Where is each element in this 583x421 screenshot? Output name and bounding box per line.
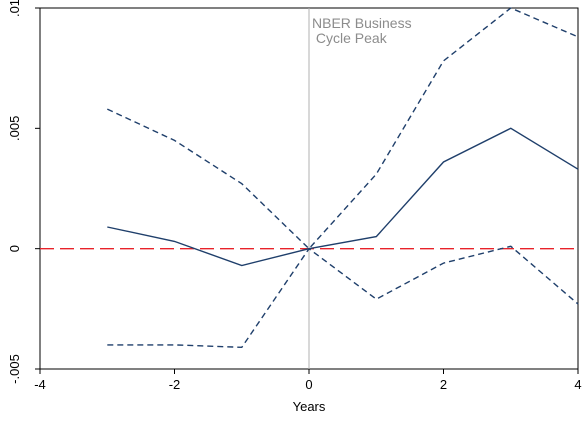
y-tick-label: .005 — [7, 116, 22, 141]
x-tick-label: 2 — [440, 377, 447, 392]
x-tick-label: 4 — [574, 377, 581, 392]
x-tick-label: -4 — [34, 377, 46, 392]
reference-lines — [40, 8, 578, 369]
y-tick-label: 0 — [7, 245, 22, 252]
axes: -4 -2 0 2 4 -.005 0 .005 .01 — [7, 0, 582, 392]
annotation-line-2: Cycle Peak — [312, 30, 388, 46]
lower-ci-line — [107, 245, 579, 349]
upper-ci-line — [107, 7, 579, 250]
x-tick-label: -2 — [169, 377, 181, 392]
estimate-line — [107, 127, 579, 267]
y-tick-label: .01 — [7, 0, 22, 17]
x-axis-title: Years — [293, 399, 326, 414]
y-tick-label: -.005 — [7, 354, 22, 384]
series-lines — [107, 7, 579, 349]
x-tick-label: 0 — [305, 377, 312, 392]
annotation-line-1: NBER Business — [312, 15, 412, 31]
